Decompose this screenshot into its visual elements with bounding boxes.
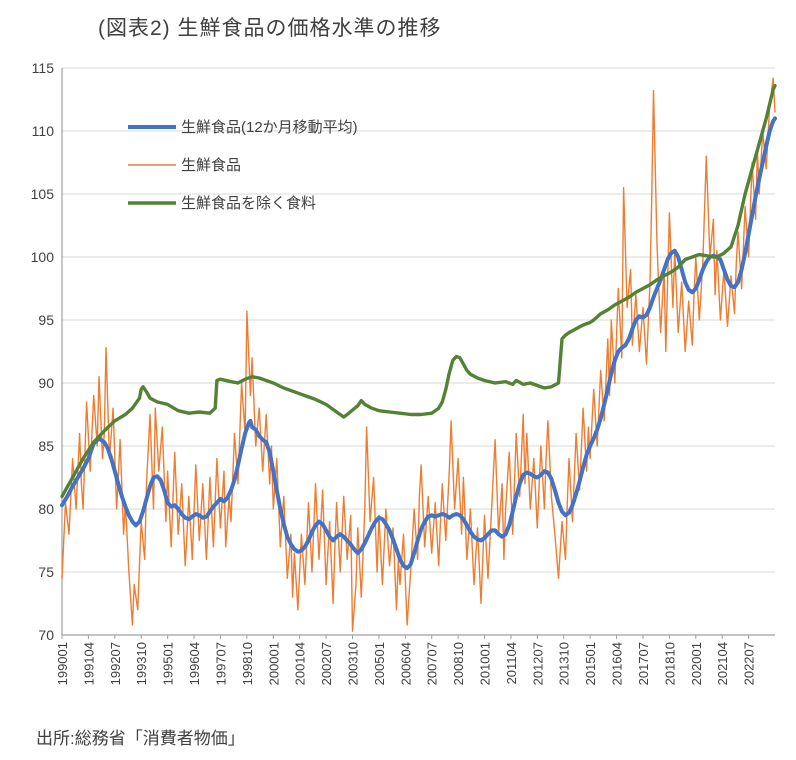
x-tick-label: 201501	[583, 642, 598, 685]
x-tick-label: 200707	[425, 642, 440, 685]
y-tick-label: 85	[38, 438, 54, 454]
y-tick-label: 115	[32, 60, 55, 76]
series-line-2	[60, 83, 777, 499]
y-tick-label: 70	[38, 627, 54, 643]
x-tick-label: 200207	[319, 642, 334, 685]
y-tick-label: 100	[31, 249, 55, 265]
x-tick-label: 199207	[108, 642, 123, 685]
x-tick-label: 199707	[213, 642, 228, 685]
x-tick-label: 201207	[530, 642, 545, 685]
x-tick-label: 199001	[55, 642, 70, 685]
legend-label-1: 生鮮食品	[181, 157, 241, 174]
source-note: 出所:総務省「消費者物価」	[36, 729, 245, 748]
x-tick-label: 200501	[372, 642, 387, 685]
chart-title: (図表2) 生鮮食品の価格水準の推移	[98, 17, 442, 40]
x-tick-label: 200604	[398, 642, 413, 685]
price-level-line-chart: 70 75 80 85 90 95 100 105 110 115 199001 199104 1992…	[31, 60, 777, 685]
x-tick-label: 202001	[689, 642, 704, 685]
x-tick-label: 200310	[345, 642, 360, 685]
x-tick-label: 201310	[557, 642, 572, 685]
legend-label-0: 生鮮食品(12か月移動平均)	[181, 119, 358, 136]
x-tick-label: 199501	[161, 642, 176, 685]
x-tick-label: 199104	[81, 642, 96, 685]
x-tick-label: 202207	[742, 642, 757, 685]
x-tick-label: 202104	[715, 642, 730, 685]
x-tick-label: 199310	[134, 642, 149, 685]
legend-label-2: 生鮮食品を除く食料	[181, 195, 316, 212]
x-tick-label: 201001	[478, 642, 493, 685]
y-tick-label: 80	[38, 501, 54, 517]
x-tick-label: 201104	[504, 642, 519, 684]
series-line-0	[60, 116, 777, 571]
y-tick-label: 90	[38, 375, 54, 391]
y-tick-label: 105	[31, 186, 55, 202]
x-tick-label: 199604	[187, 642, 202, 685]
x-tick-label: 200104	[293, 642, 308, 685]
series-line-1	[61, 77, 776, 632]
x-tick-label: 201707	[636, 642, 651, 685]
y-tick-label: 95	[38, 312, 54, 328]
y-tick-label: 110	[32, 123, 55, 139]
x-tick-label: 200001	[266, 642, 281, 685]
x-tick-label: 201604	[610, 642, 625, 685]
x-tick-label: 199810	[240, 642, 255, 685]
y-tick-label: 75	[38, 564, 54, 580]
x-tick-label: 201810	[662, 642, 677, 685]
x-tick-label: 200810	[451, 642, 466, 685]
